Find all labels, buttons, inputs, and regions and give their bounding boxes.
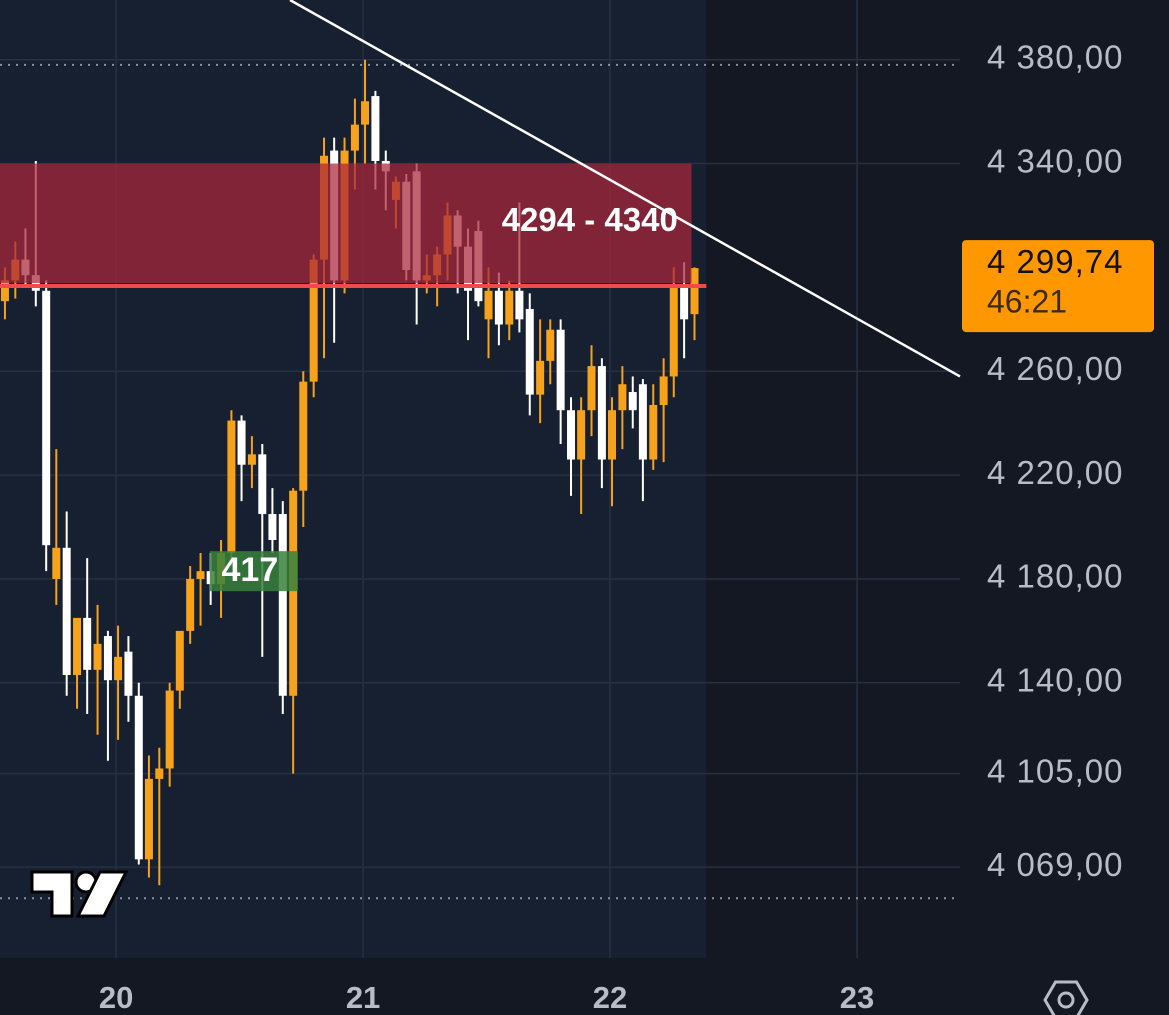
tradingview-logo	[30, 870, 129, 918]
candle-body	[371, 96, 380, 161]
candle-body	[587, 366, 596, 411]
y-tick-label: 4 220,00	[987, 454, 1123, 491]
candle-body	[577, 410, 586, 460]
candle-body	[124, 651, 133, 696]
candle-body	[680, 285, 689, 320]
candle-body	[155, 768, 164, 779]
price-label: 4 299,74	[987, 243, 1123, 280]
countdown-label: 46:21	[987, 284, 1067, 320]
candle-body	[268, 514, 277, 541]
candle-body	[237, 420, 246, 465]
candle-body	[114, 656, 123, 681]
candle-body	[659, 376, 668, 406]
candle-body	[165, 690, 174, 769]
overlays: 4294 - 4340 417	[0, 0, 961, 592]
candle-body	[669, 285, 678, 377]
candle-body	[299, 381, 308, 491]
y-tick-label: 4 069,00	[987, 846, 1123, 883]
candle-body	[494, 290, 503, 325]
candle-body	[62, 547, 71, 676]
candle-body	[93, 643, 102, 670]
candle-body	[186, 578, 195, 631]
candle-body	[144, 778, 153, 860]
y-tick-label: 4 140,00	[987, 662, 1123, 699]
y-tick-label: 4 180,00	[987, 558, 1123, 595]
candle-body	[536, 360, 545, 395]
plot-background	[0, 0, 707, 958]
annotation-box	[209, 551, 298, 592]
candle-body	[638, 384, 647, 460]
price-badge	[962, 240, 1154, 333]
candle-body	[608, 410, 617, 460]
y-tick-label: 4 340,00	[987, 142, 1123, 179]
candle-body	[52, 547, 61, 579]
annotation-label: 417	[222, 551, 279, 589]
candle-body	[690, 268, 699, 315]
y-tick-label: 4 380,00	[987, 38, 1123, 75]
candle-body	[546, 329, 555, 361]
candle-body	[361, 101, 370, 125]
x-tick-label: 23	[840, 980, 874, 1015]
candle-body	[247, 454, 256, 465]
y-tick-label: 4 105,00	[987, 752, 1123, 789]
candle-body	[515, 290, 524, 320]
candle-body	[258, 454, 267, 515]
candle-body	[227, 420, 236, 553]
candle-body	[309, 259, 318, 382]
grid	[0, 0, 960, 958]
settings-icon[interactable]	[1043, 980, 1089, 1015]
zone	[0, 163, 692, 283]
candle-body	[0, 280, 9, 302]
candle-body	[134, 695, 143, 860]
candle-body	[484, 290, 493, 320]
candle-body	[505, 290, 514, 325]
candle-body	[628, 392, 637, 411]
trendline	[289, 0, 961, 378]
x-tick-label: 20	[99, 980, 133, 1015]
candle-body	[103, 636, 112, 681]
candle-body	[567, 410, 576, 460]
candle-body	[350, 124, 359, 151]
zone-label: 4294 - 4340	[502, 201, 678, 238]
candle-body	[83, 617, 92, 670]
x-tick-label: 21	[346, 980, 380, 1015]
axes: 4 380,00 4 340,00 4 260,00 4 220,00 4 180,00…	[99, 38, 1154, 1015]
candle-body	[597, 366, 606, 460]
candle-body	[556, 329, 565, 411]
candle-body	[649, 405, 658, 460]
candle-body	[42, 290, 51, 546]
candle-body	[278, 514, 287, 696]
candle-body	[196, 571, 205, 579]
candle-body	[289, 490, 298, 696]
candle-body	[73, 617, 82, 676]
y-tick-label: 4 260,00	[987, 350, 1123, 387]
candle-body	[525, 308, 534, 395]
candle-body	[618, 384, 627, 411]
session-shade	[0, 0, 707, 958]
x-tick-label: 22	[593, 980, 627, 1015]
candle-body	[175, 630, 184, 691]
